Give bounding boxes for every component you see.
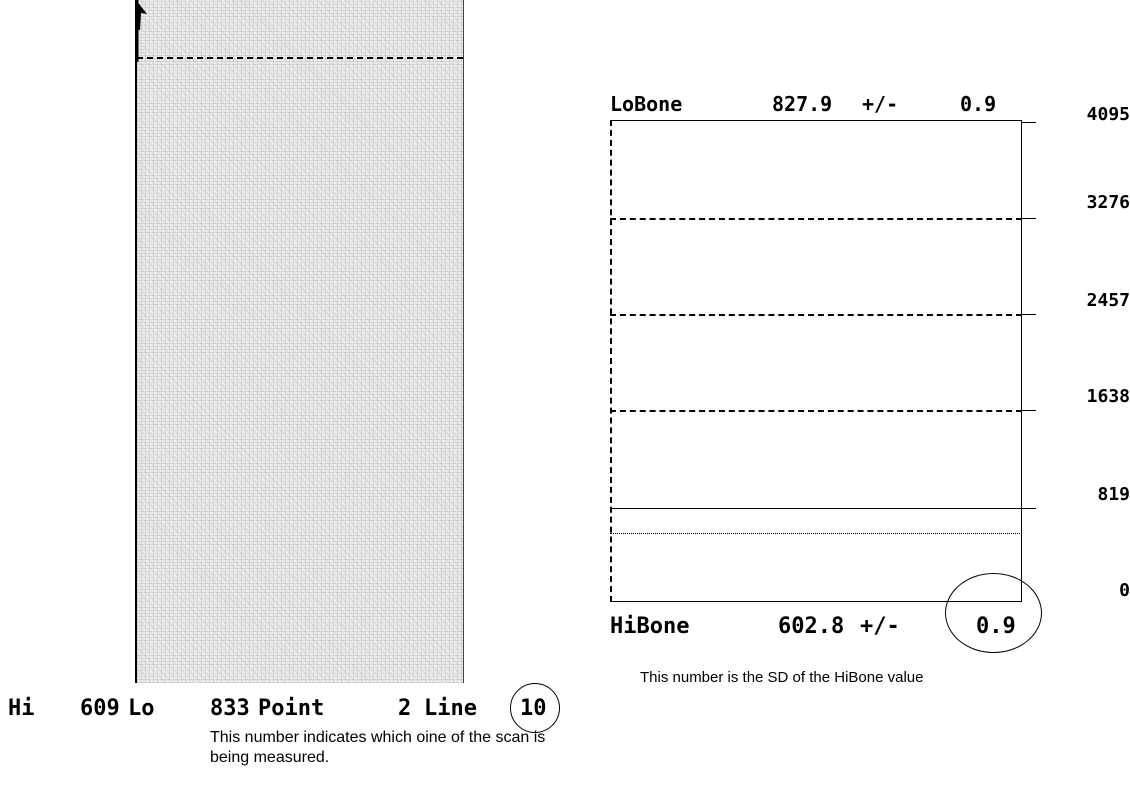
scan-image[interactable] bbox=[135, 0, 464, 683]
lo-label: Lo bbox=[128, 696, 155, 721]
line-label: Line bbox=[424, 696, 477, 721]
point-label: Point bbox=[258, 696, 325, 721]
lobone-sd: 0.9 bbox=[960, 92, 997, 116]
hi-label: Hi bbox=[8, 696, 35, 721]
tick-1638 bbox=[1022, 410, 1036, 411]
line-value-callout-circle bbox=[510, 683, 560, 733]
gridline-3276 bbox=[610, 218, 1022, 220]
lobone-marker-line bbox=[610, 533, 1022, 534]
sd-annotation: This number is the SD of the HiBone valu… bbox=[640, 669, 924, 686]
y-tick-label: 819 bbox=[1097, 484, 1130, 505]
gridline-1638 bbox=[610, 410, 1022, 412]
y-tick-label: 0 bbox=[1119, 580, 1130, 601]
line-annotation: This number indicates which oine of the … bbox=[210, 729, 546, 766]
hibone-pm: +/- bbox=[860, 614, 900, 639]
y-tick-label: 2457 bbox=[1086, 290, 1130, 311]
sd-callout-circle bbox=[945, 573, 1042, 653]
tick-819 bbox=[1022, 508, 1036, 509]
hibone-label: HiBone bbox=[610, 614, 690, 639]
y-tick-label: 3276 bbox=[1086, 192, 1130, 213]
hi-value: 609 bbox=[80, 696, 120, 721]
tick-4095 bbox=[1022, 122, 1036, 123]
hibone-marker-line bbox=[610, 508, 1022, 509]
scan-line-cursor bbox=[137, 57, 463, 59]
y-tick-label: 4095 bbox=[1086, 104, 1130, 125]
scan-pointer-arrow-icon bbox=[135, 0, 147, 62]
gridline-2457 bbox=[610, 314, 1022, 316]
lobone-value: 827.9 bbox=[772, 92, 833, 116]
profile-plot-area bbox=[610, 120, 1022, 602]
hibone-value: 602.8 bbox=[778, 614, 845, 639]
point-value: 2 bbox=[398, 696, 412, 721]
lo-value: 833 bbox=[210, 696, 250, 721]
tick-2457 bbox=[1022, 314, 1036, 315]
y-tick-label: 1638 bbox=[1086, 386, 1130, 407]
lobone-pm: +/- bbox=[862, 92, 899, 116]
lobone-label: LoBone bbox=[610, 92, 683, 116]
tick-3276 bbox=[1022, 218, 1036, 219]
